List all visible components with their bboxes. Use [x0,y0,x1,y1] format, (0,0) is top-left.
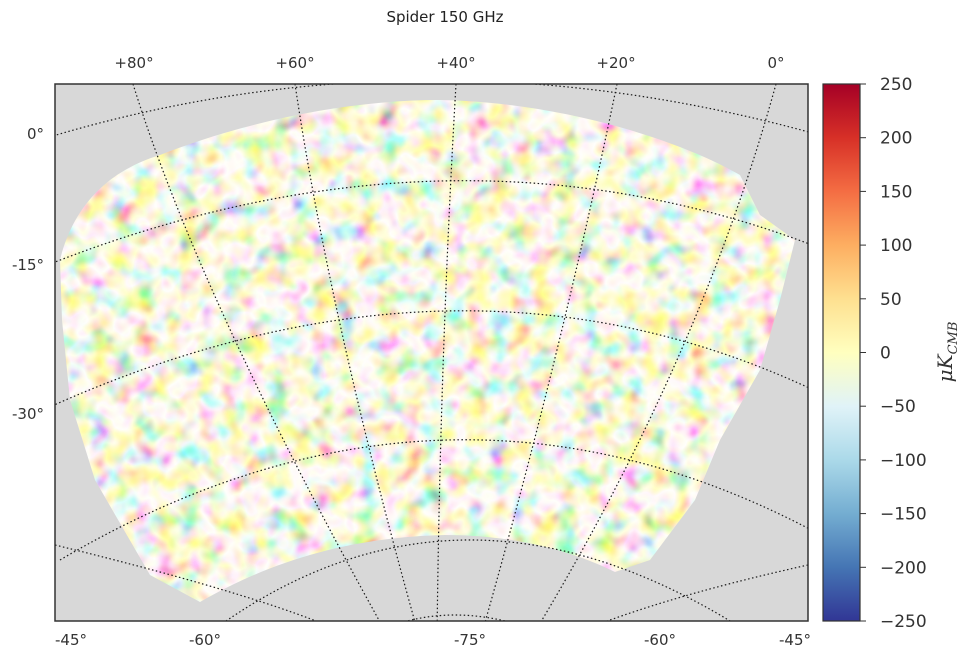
dec-tick-label: -45° [55,631,87,649]
dec-tick-label: -15° [12,256,44,274]
colorbar-label-main: μK [933,353,957,382]
ra-tick-label: +60° [275,54,314,72]
colorbar-tick-label: 200 [880,129,912,149]
ra-tick-label: +40° [436,54,475,72]
map-area [54,83,809,622]
ra-line-60 [294,84,416,621]
dec-line-60 [225,539,732,621]
colorbar-tick-label: −50 [880,397,916,417]
dec-line-45 [59,439,808,561]
left-tick-labels: 0° -15° -30° [12,125,44,423]
ra-tick-label: 0° [767,54,784,72]
temperature-field [60,100,795,602]
sky-patch [60,100,795,602]
ra-line-340 [605,564,808,621]
ra-tick-label: +20° [596,54,635,72]
colorbar-tick-label: 50 [880,290,902,310]
dec-line-30 [55,310,808,406]
ra-line-0 [540,84,777,621]
colorbar-gradient [823,84,860,621]
colorbar-label: μKCMB [933,322,961,383]
colorbar-tick-label: −250 [880,612,927,632]
chart-title: Spider 150 GHz [386,8,503,26]
ra-line-80 [132,84,381,621]
dec-line-15 [55,180,808,263]
map-frame [54,83,809,622]
dec-tick-label: -60° [189,631,221,649]
colorbar-label-sub: CMB [946,322,961,355]
colorbar-tick-label: 100 [880,236,912,256]
colorbar-tick-label: 0 [880,344,891,364]
ra-line-100 [55,544,318,621]
dec-tick-label: -75° [454,631,486,649]
dec-tick-label: -60° [644,631,676,649]
colorbar-tick-label: −200 [880,558,927,578]
colorbar-tick-label: −150 [880,505,927,525]
ra-line-20 [484,84,618,621]
ra-tick-label: +80° [114,54,153,72]
colorbar-tick-label: 150 [880,182,912,202]
bottom-tick-labels: -45° -60° -75° -60° -45° [55,631,811,649]
colorbar: 250 200 150 100 50 0 −50 −100 −150 −200 −250 μKCMB [822,75,961,632]
top-tick-labels: +80° +60° +40° +20° 0° [114,54,784,72]
colorbar-tick-label: 250 [880,75,912,95]
colorbar-tick-label: −100 [880,451,927,471]
colorbar-ticks: 250 200 150 100 50 0 −50 −100 −150 −200 −250 [860,75,927,632]
dec-tick-label: -30° [12,405,44,423]
graticule [55,84,808,621]
dec-tick-label: 0° [27,125,44,143]
ra-line-40 [436,84,457,621]
dec-tick-label: -45° [779,631,811,649]
dec-line-0 [55,84,808,137]
